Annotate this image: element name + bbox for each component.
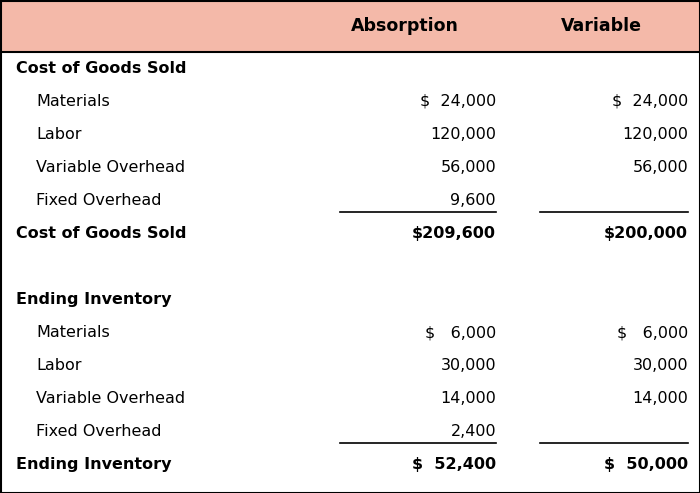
Text: $  50,000: $ 50,000 — [604, 457, 688, 472]
Text: Cost of Goods Sold: Cost of Goods Sold — [16, 226, 186, 241]
Text: 9,600: 9,600 — [450, 193, 496, 208]
Text: $209,600: $209,600 — [412, 226, 496, 241]
Text: Ending Inventory: Ending Inventory — [16, 292, 172, 307]
Text: Absorption: Absorption — [351, 17, 459, 35]
Bar — [0, 0, 700, 52]
Text: $  24,000: $ 24,000 — [612, 94, 688, 109]
Text: Ending Inventory: Ending Inventory — [16, 457, 172, 472]
Text: Variable Overhead: Variable Overhead — [36, 160, 185, 175]
Text: $   6,000: $ 6,000 — [425, 325, 496, 340]
Text: $   6,000: $ 6,000 — [617, 325, 688, 340]
Text: 2,400: 2,400 — [450, 424, 496, 439]
Text: Materials: Materials — [36, 325, 110, 340]
Text: Labor: Labor — [36, 127, 81, 142]
Text: 14,000: 14,000 — [440, 391, 496, 406]
Text: Fixed Overhead: Fixed Overhead — [36, 424, 162, 439]
Text: 120,000: 120,000 — [430, 127, 496, 142]
Text: Variable: Variable — [561, 17, 641, 35]
Text: 30,000: 30,000 — [632, 358, 688, 373]
Text: 120,000: 120,000 — [622, 127, 688, 142]
Text: $200,000: $200,000 — [604, 226, 688, 241]
Text: $  24,000: $ 24,000 — [420, 94, 496, 109]
Text: $  52,400: $ 52,400 — [412, 457, 496, 472]
Text: Fixed Overhead: Fixed Overhead — [36, 193, 162, 208]
Text: Materials: Materials — [36, 94, 110, 109]
Text: 14,000: 14,000 — [632, 391, 688, 406]
Text: 56,000: 56,000 — [632, 160, 688, 175]
Text: Cost of Goods Sold: Cost of Goods Sold — [16, 61, 186, 76]
Text: 30,000: 30,000 — [440, 358, 496, 373]
Text: 56,000: 56,000 — [440, 160, 496, 175]
Bar — [0, 52, 700, 493]
Text: Labor: Labor — [36, 358, 81, 373]
Text: Variable Overhead: Variable Overhead — [36, 391, 185, 406]
